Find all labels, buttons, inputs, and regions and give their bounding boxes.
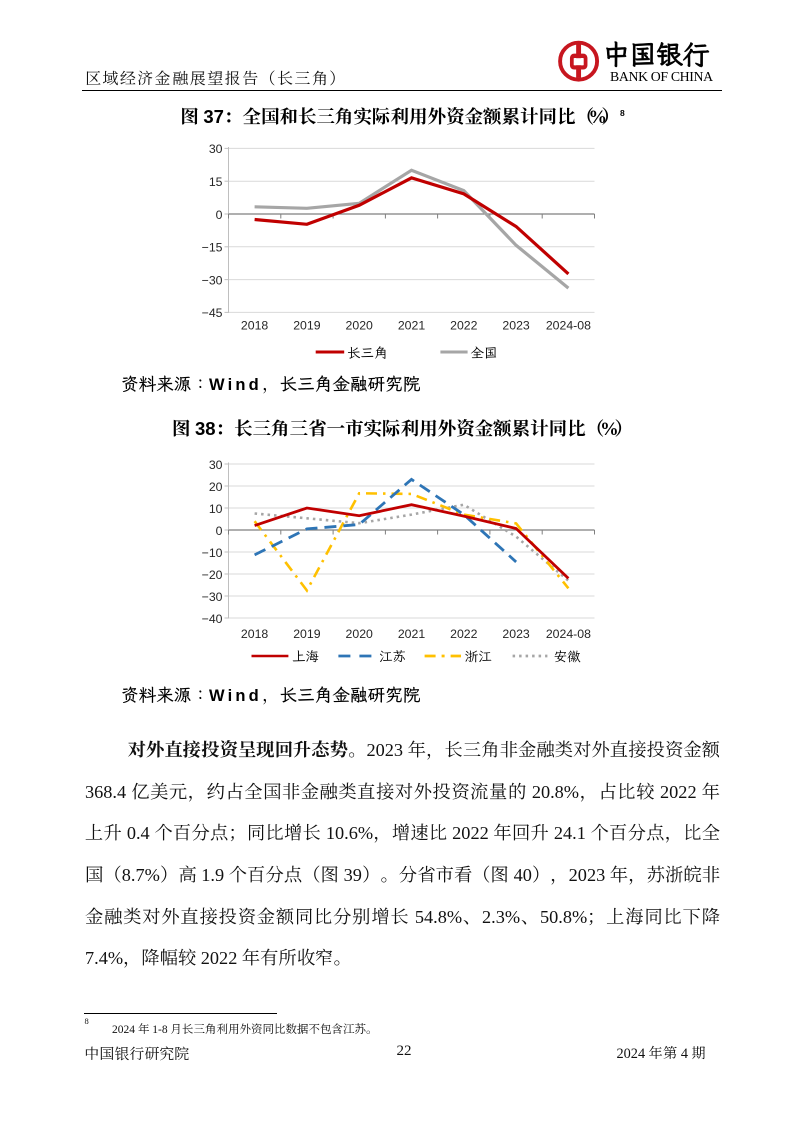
svg-text:2018: 2018 bbox=[241, 627, 269, 641]
svg-text:−40: −40 bbox=[202, 612, 223, 626]
svg-text:30: 30 bbox=[209, 458, 223, 472]
svg-text:江苏: 江苏 bbox=[379, 647, 406, 665]
svg-text:2023: 2023 bbox=[502, 627, 530, 641]
svg-text:2021: 2021 bbox=[398, 319, 426, 333]
svg-text:−20: −20 bbox=[202, 568, 223, 582]
svg-text:2020: 2020 bbox=[346, 627, 374, 641]
svg-text:2021: 2021 bbox=[398, 627, 426, 641]
svg-text:2020: 2020 bbox=[346, 319, 374, 333]
svg-text:15: 15 bbox=[209, 175, 223, 189]
svg-text:−30: −30 bbox=[202, 590, 223, 604]
svg-text:全国: 全国 bbox=[471, 343, 498, 361]
svg-text:−10: −10 bbox=[202, 546, 223, 560]
svg-text:浙江: 浙江 bbox=[465, 647, 492, 665]
svg-text:30: 30 bbox=[209, 142, 223, 156]
svg-text:2023: 2023 bbox=[502, 319, 530, 333]
svg-text:20: 20 bbox=[209, 480, 223, 494]
svg-text:上海: 上海 bbox=[292, 647, 319, 665]
svg-text:2019: 2019 bbox=[293, 319, 321, 333]
svg-text:长三角: 长三角 bbox=[347, 343, 388, 361]
svg-text:0: 0 bbox=[216, 524, 223, 538]
svg-text:2018: 2018 bbox=[241, 319, 269, 333]
svg-text:2022: 2022 bbox=[450, 627, 478, 641]
svg-text:安徽: 安徽 bbox=[554, 647, 582, 665]
svg-text:2019: 2019 bbox=[293, 627, 321, 641]
svg-text:10: 10 bbox=[209, 502, 223, 516]
svg-text:−30: −30 bbox=[202, 273, 223, 287]
svg-text:2022: 2022 bbox=[450, 319, 478, 333]
svg-text:−15: −15 bbox=[202, 241, 223, 255]
svg-text:2024-08: 2024-08 bbox=[546, 627, 591, 641]
svg-text:−45: −45 bbox=[202, 306, 223, 320]
svg-text:0: 0 bbox=[216, 208, 223, 222]
svg-text:2024-08: 2024-08 bbox=[546, 319, 591, 333]
